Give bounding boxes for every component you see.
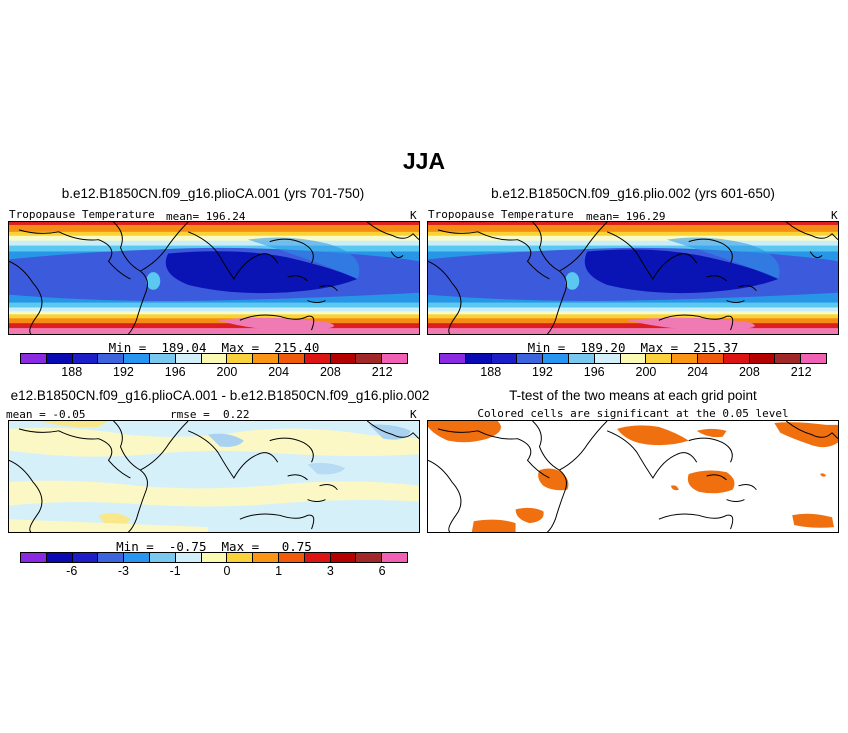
stats-top-right: Min = 189.20 Max = 215.37 bbox=[527, 340, 739, 355]
unit-label-top-left: K bbox=[410, 209, 417, 222]
panel-title-bottom-left: e12.B1850CN.f09_g16.plioCA.001 - b.e12.B… bbox=[10, 388, 430, 403]
panel-title-bottom-right: T-test of the two means at each grid poi… bbox=[509, 388, 757, 403]
colorbar-swatch bbox=[382, 553, 407, 562]
colorbar-swatch bbox=[465, 354, 492, 363]
colorbar-tick-label: 208 bbox=[738, 365, 760, 379]
difference-map-bottom-left bbox=[8, 420, 420, 533]
colorbar-tick-label: 212 bbox=[371, 365, 393, 379]
colorbar-swatch bbox=[149, 354, 176, 363]
panel-title-top-left: b.e12.B1850CN.f09_g16.plioCA.001 (yrs 70… bbox=[61, 186, 365, 201]
colorbar-swatch bbox=[253, 553, 279, 562]
colorbar-tick-label: 3 bbox=[326, 564, 334, 578]
colorbar-swatch bbox=[72, 354, 99, 363]
variable-label-top-right: Tropopause Temperature bbox=[428, 208, 574, 221]
colorbar-swatch bbox=[124, 553, 150, 562]
colorbar-swatch bbox=[72, 553, 99, 562]
colorbar-swatch bbox=[278, 553, 305, 562]
colorbar-tick-label: 204 bbox=[687, 365, 709, 379]
colorbar-swatch bbox=[568, 354, 595, 363]
colorbar-swatch bbox=[723, 354, 750, 363]
stats-bottom-left: Min = -0.75 Max = 0.75 bbox=[116, 539, 312, 554]
colorbar-swatch bbox=[491, 354, 518, 363]
colorbar-swatch bbox=[253, 354, 279, 363]
mean-label-top-right: mean= 196.29 bbox=[586, 210, 666, 223]
colorbar-tick-label: 200 bbox=[635, 365, 657, 379]
colorbar-tick-label: 196 bbox=[583, 365, 605, 379]
colorbar-top-left bbox=[20, 353, 408, 364]
colorbar-swatch bbox=[98, 354, 125, 363]
colorbar-swatch bbox=[21, 553, 47, 562]
colorbar-swatch bbox=[46, 354, 73, 363]
colorbar-tick-label: 192 bbox=[532, 365, 553, 379]
colorbar-swatch bbox=[21, 354, 47, 363]
colorbar-tick-label: 0 bbox=[223, 564, 231, 578]
tropopause-temperature-map-top-right bbox=[427, 221, 839, 335]
colorbar-swatch bbox=[304, 553, 331, 562]
colorbar-tick-label: 204 bbox=[268, 365, 290, 379]
colorbar-tick-label: 1 bbox=[275, 564, 283, 578]
colorbar-tick-label: 212 bbox=[790, 365, 812, 379]
colorbar-swatch bbox=[697, 354, 724, 363]
colorbar-tick-label: 6 bbox=[378, 564, 386, 578]
unit-label-bottom-left: K bbox=[410, 408, 417, 421]
colorbar-swatch bbox=[440, 354, 466, 363]
colorbar-swatch bbox=[124, 354, 150, 363]
colorbar-swatch bbox=[620, 354, 647, 363]
colorbar-tick-label: -3 bbox=[117, 564, 130, 578]
panel-title-top-right: b.e12.B1850CN.f09_g16.plio.002 (yrs 601-… bbox=[491, 186, 775, 201]
colorbar-tick-label: 196 bbox=[164, 365, 186, 379]
colorbar-swatch bbox=[517, 354, 544, 363]
colorbar-swatch bbox=[98, 553, 125, 562]
colorbar-swatch bbox=[356, 553, 383, 562]
colorbar-swatch bbox=[543, 354, 569, 363]
colorbar-swatch bbox=[149, 553, 176, 562]
colorbar-tick-label: 200 bbox=[216, 365, 238, 379]
main-title: JJA bbox=[402, 148, 446, 174]
colorbar-bottom-left bbox=[20, 552, 408, 563]
significance-map-bottom-right bbox=[427, 420, 839, 533]
stats-top-left: Min = 189.04 Max = 215.40 bbox=[108, 340, 320, 355]
colorbar-swatch bbox=[646, 354, 673, 363]
colorbar-swatch bbox=[227, 354, 254, 363]
colorbar-swatch bbox=[175, 553, 202, 562]
colorbar-tick-label: -6 bbox=[66, 564, 78, 578]
mean-label-bottom-left: mean = -0.05 bbox=[6, 408, 86, 421]
colorbar-swatch bbox=[594, 354, 621, 363]
colorbar-swatch bbox=[175, 354, 202, 363]
colorbar-swatch bbox=[672, 354, 698, 363]
colorbar-swatch bbox=[278, 354, 305, 363]
colorbar-swatch bbox=[801, 354, 826, 363]
colorbar-swatch bbox=[201, 553, 228, 562]
colorbar-swatch bbox=[227, 553, 254, 562]
colorbar-swatch bbox=[46, 553, 73, 562]
colorbar-swatch bbox=[775, 354, 802, 363]
colorbar-swatch bbox=[201, 354, 228, 363]
tropopause-temperature-map-top-left bbox=[8, 221, 420, 335]
colorbar-swatch bbox=[330, 553, 357, 562]
mean-label-top-left: mean= 196.24 bbox=[166, 210, 246, 223]
rmse-label-bottom-left: rmse = 0.22 bbox=[170, 408, 250, 421]
unit-label-top-right: K bbox=[831, 209, 838, 222]
colorbar-swatch bbox=[304, 354, 331, 363]
colorbar-swatch bbox=[749, 354, 776, 363]
colorbar-tick-label: 188 bbox=[61, 365, 83, 379]
colorbar-swatch bbox=[356, 354, 383, 363]
colorbar-tick-label: -1 bbox=[169, 564, 181, 578]
variable-label-top-left: Tropopause Temperature bbox=[9, 208, 155, 221]
colorbar-tick-label: 192 bbox=[113, 365, 134, 379]
colorbar-tick-label: 208 bbox=[319, 365, 341, 379]
colorbar-swatch bbox=[382, 354, 407, 363]
colorbar-tick-label: 188 bbox=[480, 365, 502, 379]
panel-subtitle-bottom-right: Colored cells are significant at the 0.0… bbox=[477, 407, 789, 420]
colorbar-top-right bbox=[439, 353, 827, 364]
colorbar-swatch bbox=[330, 354, 357, 363]
